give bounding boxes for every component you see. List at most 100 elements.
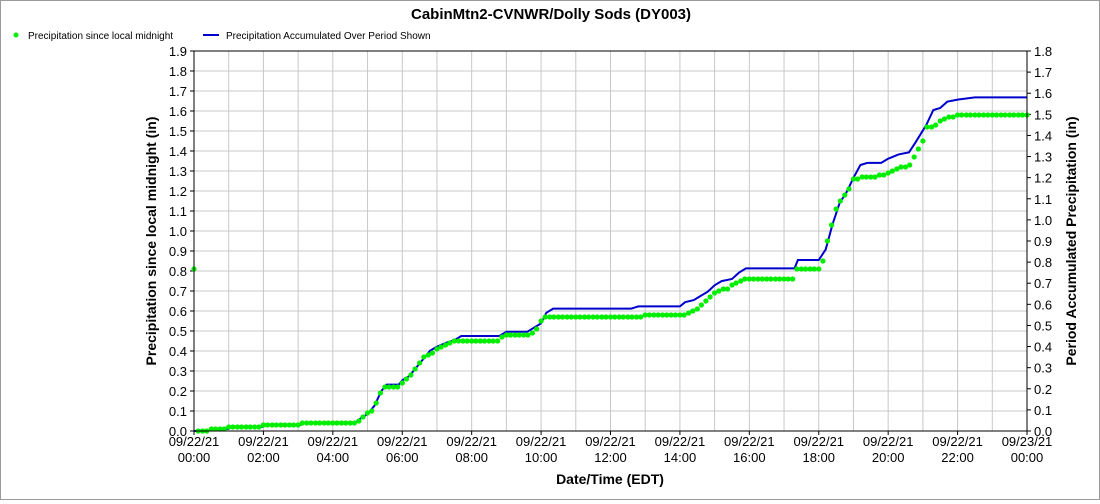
data-point (464, 338, 470, 344)
data-point (547, 314, 553, 320)
tick-label-x-time: 20:00 (872, 450, 905, 465)
data-point (247, 424, 253, 430)
tick-label-x-date: 09/22/21 (863, 434, 914, 449)
tick-label-x-time: 16:00 (733, 450, 766, 465)
data-point (651, 312, 657, 318)
tick-label-x-date: 09/22/21 (516, 434, 567, 449)
data-point (573, 314, 579, 320)
tick-label-left: 1.0 (169, 224, 187, 239)
tick-label-left: 0.8 (169, 264, 187, 279)
data-point (816, 266, 822, 272)
data-point (434, 346, 440, 352)
data-point (291, 422, 297, 428)
tick-label-right: 1.6 (1034, 86, 1052, 101)
data-point (382, 384, 388, 390)
data-point (386, 384, 392, 390)
tick-label-right: 1.5 (1034, 107, 1052, 122)
data-point (746, 276, 752, 282)
data-point (278, 422, 284, 428)
data-point (616, 314, 622, 320)
plot-area-border (193, 50, 1028, 432)
data-point (967, 112, 974, 118)
data-point (694, 306, 700, 312)
data-point (429, 350, 435, 356)
data-point (707, 294, 713, 300)
data-point (473, 338, 479, 344)
data-point (330, 420, 336, 426)
data-point (594, 314, 600, 320)
tick-label-x-date: 09/22/21 (308, 434, 359, 449)
data-point (729, 282, 735, 288)
data-point (217, 426, 223, 432)
data-point (924, 124, 930, 130)
data-point (364, 410, 371, 416)
legend-label-period: Precipitation Accumulated Over Period Sh… (226, 31, 431, 42)
tick-label-x-time: 18:00 (802, 450, 835, 465)
data-point (742, 276, 748, 282)
data-point (824, 238, 831, 244)
data-point (1002, 112, 1008, 118)
tick-label-right: 0.4 (1034, 340, 1052, 355)
data-point (915, 146, 922, 152)
data-point (998, 112, 1004, 118)
data-point (286, 422, 292, 428)
tick-label-right: 1.2 (1034, 171, 1052, 186)
data-point (755, 276, 761, 282)
data-point (212, 426, 219, 432)
data-point (555, 314, 562, 320)
data-point (907, 162, 913, 168)
data-point (421, 354, 427, 360)
tick-label-right: 1.1 (1034, 192, 1052, 207)
tick-label-left: 1.9 (169, 44, 187, 59)
data-point (929, 124, 935, 130)
tick-label-x-time: 06:00 (386, 450, 419, 465)
data-point (338, 420, 345, 426)
data-point (269, 422, 275, 428)
data-point (369, 408, 375, 414)
data-point (256, 424, 262, 430)
data-point (672, 312, 679, 318)
data-point (993, 112, 1000, 118)
data-point (221, 426, 227, 432)
data-point (959, 112, 965, 118)
data-point (516, 332, 522, 338)
data-point (794, 266, 800, 272)
data-point (377, 390, 383, 396)
data-point (850, 176, 857, 182)
tick-label-right: 0.5 (1034, 318, 1052, 333)
data-point (495, 338, 501, 344)
data-point (425, 352, 431, 358)
data-point (590, 314, 596, 320)
data-point (837, 198, 843, 204)
tick-label-left: 1.4 (169, 144, 187, 159)
tick-label-x-date: 09/22/21 (377, 434, 428, 449)
tick-label-x-date: 09/22/21 (793, 434, 844, 449)
data-point (955, 112, 961, 118)
grid (194, 51, 1027, 431)
data-point (807, 266, 813, 272)
tick-label-right: 0.3 (1034, 361, 1052, 376)
data-point (811, 266, 817, 272)
tick-label-x-time: 00:00 (1011, 450, 1044, 465)
data-point (894, 166, 900, 172)
data-point (399, 380, 405, 386)
data-point (469, 338, 475, 344)
legend-marker-dots (13, 32, 19, 38)
data-point (937, 118, 943, 124)
data-point (703, 298, 709, 304)
data-point (738, 278, 744, 284)
data-point (677, 312, 683, 318)
data-point (863, 174, 869, 180)
tick-label-right: 1.7 (1034, 65, 1052, 80)
data-point (438, 344, 444, 350)
data-point (933, 122, 939, 128)
data-point (577, 314, 583, 320)
tick-label-x-time: 04:00 (317, 450, 350, 465)
tick-label-x-time: 00:00 (178, 450, 211, 465)
tick-label-x-date: 09/22/21 (169, 434, 220, 449)
data-point (586, 314, 592, 320)
data-point (1019, 112, 1026, 118)
data-point (989, 112, 995, 118)
data-point (911, 154, 917, 160)
tick-label-left: 1.1 (169, 204, 187, 219)
